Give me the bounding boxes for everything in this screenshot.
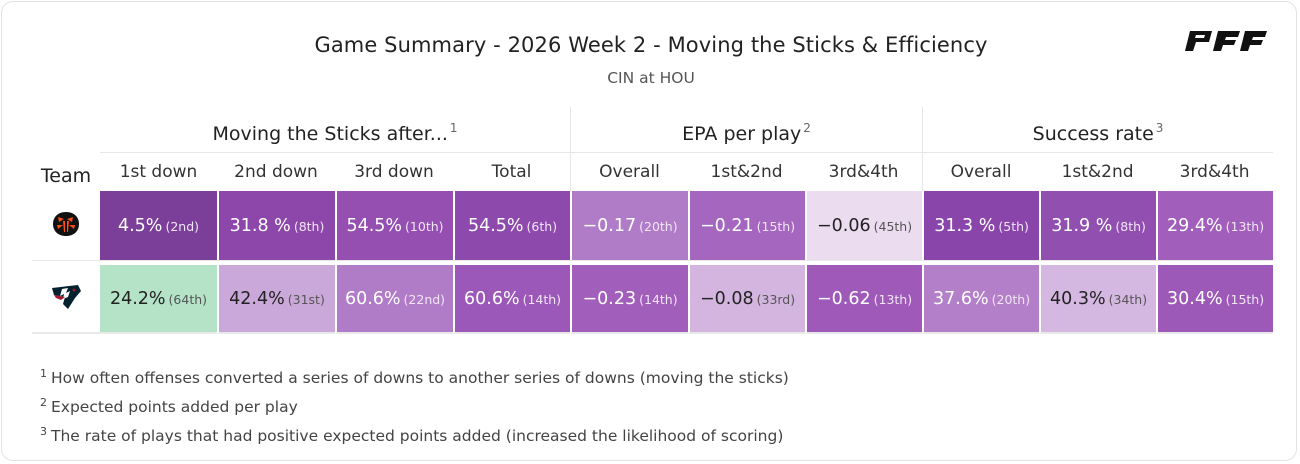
column-header: 3rd&4th [828, 162, 899, 182]
stat-cell: 24.2% (64th) [100, 265, 217, 334]
stats-table: Moving the Sticks after... 1 EPA per play… [32, 107, 1274, 334]
stat-cell: 54.5% (6th) [453, 191, 571, 260]
group-moving-the-sticks: Moving the Sticks after... 1 [100, 107, 571, 153]
column-header: 1st&2nd [710, 162, 783, 182]
stat-cell: 31.8 % (8th) [217, 191, 335, 260]
team-column-header: Team [40, 165, 92, 187]
stat-cell: 4.5% (2nd) [100, 191, 217, 260]
footnotes: 1 How often offenses converted a series o… [40, 359, 789, 446]
footnote: 3 The rate of plays that had positive exp… [40, 425, 784, 445]
column-header: 1st&2nd [1061, 162, 1134, 182]
row-divider [32, 260, 1274, 265]
column-header: 3rd&4th [1179, 162, 1250, 182]
table-row: 4.5% (2nd) 31.8 % (8th) 54.5% (10th) 54.5%(… [32, 191, 1274, 260]
team-cell [32, 191, 100, 260]
column-header: 1st down [119, 162, 198, 182]
group-success-rate: Success rate 3 [922, 107, 1274, 153]
stat-cell: 31.9 % (8th) [1039, 191, 1157, 260]
stat-cell: 60.6% (14th) [453, 265, 571, 334]
stat-cell: −0.62 (13th) [805, 265, 923, 334]
stat-cell: −0.23 (14th) [570, 265, 689, 334]
stat-cell: 29.4% (13th) [1156, 191, 1274, 260]
stat-cell: 54.5% (10th) [335, 191, 453, 260]
page-title: Game Summary - 2026 Week 2 - Moving the … [314, 33, 988, 57]
footnote: 1 How often offenses converted a series o… [40, 367, 789, 387]
column-header: Total [491, 162, 532, 182]
group-epa-per-play: EPA per play 2 [570, 107, 923, 153]
team-cell [32, 265, 100, 334]
column-header: 2nd down [234, 162, 318, 182]
stat-cell: 31.3 % (5th) [922, 191, 1040, 260]
stat-cell: −0.21 (15th) [688, 191, 806, 260]
stat-cell: 37.6% (20th) [922, 265, 1040, 334]
stat-cell: −0.17 (20th) [570, 191, 689, 260]
texans-logo [52, 284, 81, 309]
stat-cell: 42.4% (31st) [217, 265, 335, 334]
column-header: Overall [570, 153, 688, 191]
stat-cell: 60.6% (22nd) [335, 265, 453, 334]
team-group-spacer [32, 107, 100, 153]
pff-logo [1185, 31, 1267, 51]
footnote: 2 Expected points added per play [40, 396, 298, 416]
column-header: 3rd down [354, 162, 434, 182]
stat-cell: −0.08 (33rd) [688, 265, 806, 334]
bengals-logo [53, 211, 79, 236]
table-row: 24.2% (64th) 42.4% (31st) 60.6% (22nd) 60.6… [32, 265, 1274, 334]
stat-cell: −0.06 (45th) [805, 191, 923, 260]
stat-cell: 30.4% (15th) [1156, 265, 1274, 334]
matchup-subtitle: CIN at HOU [607, 69, 695, 87]
column-header: Overall [922, 153, 1039, 191]
stat-cell: 40.3% (34th) [1039, 265, 1157, 334]
